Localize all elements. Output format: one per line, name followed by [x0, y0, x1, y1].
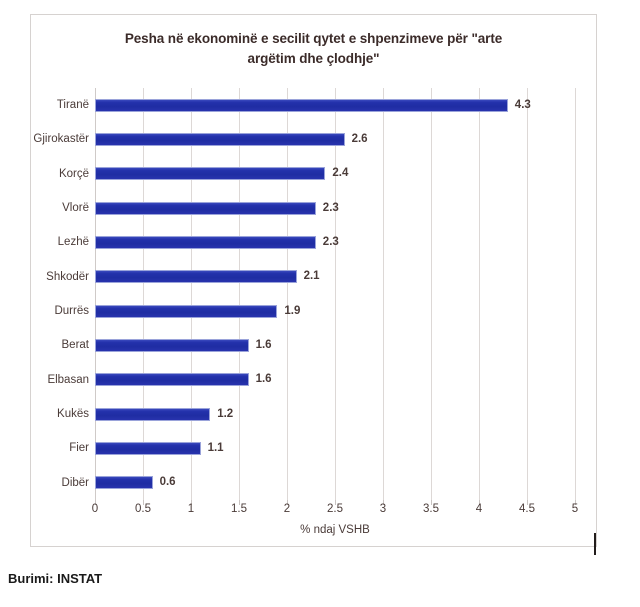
gridline — [575, 88, 576, 500]
x-axis-tick-label: 3.5 — [423, 503, 439, 515]
chart-title: Pesha në ekonominë e secilit qytet e shp… — [30, 14, 597, 69]
x-axis-tick-label: 2 — [283, 503, 291, 515]
x-axis-tick-labels: 0 0.5 1 1.5 2 2.5 3 3.5 4 4.5 5 — [91, 503, 579, 521]
frame-edge-mark-icon — [594, 533, 596, 555]
bar-category-label: Durrës — [54, 305, 89, 317]
bar-value-label: 2.1 — [303, 270, 320, 283]
bar-value-label: 4.3 — [514, 98, 531, 111]
x-axis-tick — [287, 500, 288, 505]
gridline — [335, 88, 336, 500]
bar-row[interactable]: Kukës 1.2 — [57, 397, 575, 431]
gridline — [527, 88, 528, 500]
x-axis-title: % ndaj VSHB — [300, 524, 370, 536]
bar[interactable] — [95, 441, 201, 455]
gridline — [239, 88, 240, 500]
bar-value-label: 2.6 — [351, 132, 368, 145]
bar-value-label: 2.3 — [322, 235, 339, 248]
x-axis-tick — [575, 500, 576, 505]
bar[interactable] — [95, 132, 345, 146]
gridline — [143, 88, 144, 500]
bar-category-label: Fier — [69, 442, 89, 455]
x-axis-tick-label: 2.5 — [327, 503, 343, 515]
x-axis-tick — [191, 500, 192, 505]
bar[interactable] — [95, 167, 326, 181]
x-axis-tick-label: 0.5 — [135, 503, 151, 515]
bar-value-label: 1.6 — [255, 338, 272, 351]
bar-category-label: Vlorë — [62, 202, 89, 214]
chart-title-line-1: Pesha në ekonominë e secilit qytet e shp… — [124, 31, 503, 46]
bar-row[interactable]: Korçë 2.4 — [59, 157, 575, 191]
bar-row[interactable]: Berat 1.6 — [62, 328, 575, 362]
bar-value-label: 0.6 — [159, 476, 176, 489]
gridline — [479, 88, 480, 500]
bar-value-label: 2.4 — [332, 167, 349, 180]
bar-value-label: 2.3 — [322, 201, 339, 214]
x-axis-tick-label: 3 — [379, 503, 387, 515]
x-axis-tick — [383, 500, 384, 505]
bar-category-label: Gjirokastër — [33, 133, 89, 146]
bar-category-label: Lezhë — [57, 236, 89, 249]
bar-row[interactable]: Lezhë 2.3 — [58, 225, 575, 259]
bar[interactable] — [95, 201, 316, 215]
bar-category-label: Kukës — [57, 408, 89, 420]
bar-row[interactable]: Gjirokastër 2.6 — [33, 122, 575, 156]
bar-row[interactable]: Elbasan 1.6 — [47, 363, 575, 397]
bar[interactable] — [95, 338, 249, 352]
bar-row[interactable]: Dibër 0.6 — [62, 466, 575, 500]
bar-category-label: Korçë — [58, 167, 89, 180]
x-axis-tick-label: 4 — [475, 503, 483, 515]
bar[interactable] — [95, 270, 297, 284]
x-axis-tick — [431, 500, 432, 505]
x-axis-tick — [479, 500, 480, 505]
bar[interactable] — [95, 98, 508, 112]
bar-row[interactable]: Durrës 1.9 — [54, 294, 575, 328]
x-axis-tick-label: 5 — [571, 503, 579, 515]
x-axis-tick-label: 4.5 — [519, 503, 535, 515]
bar-category-label: Berat — [61, 339, 90, 352]
gridline — [287, 88, 288, 500]
x-axis-tick — [95, 500, 96, 505]
x-axis-tick-label: 1 — [187, 503, 195, 515]
bar-value-label: 1.1 — [207, 441, 224, 454]
bar-value-label: 1.2 — [217, 407, 234, 420]
x-axis-tick-label: 1.5 — [231, 503, 247, 515]
x-axis-tick — [239, 500, 240, 505]
gridline — [431, 88, 432, 500]
bar-row[interactable]: Vlorë 2.3 — [62, 191, 575, 225]
bar-row[interactable]: Tiranë 4.3 — [57, 88, 575, 122]
source-note: Burimi: INSTAT — [8, 571, 103, 586]
bar-category-label: Shkodër — [46, 270, 89, 283]
x-axis-tick — [527, 500, 528, 505]
bar[interactable] — [95, 373, 249, 387]
bar[interactable] — [95, 304, 278, 318]
plot-area: Tiranë 4.3 Gjirokastër 2.6 Korçë 2.4 Vlorë 2.3 L… — [33, 88, 576, 505]
bar-row[interactable]: Shkodër 2.1 — [46, 260, 575, 294]
x-axis-tick-label: 0 — [91, 503, 99, 515]
chart-title-line-2: argëtim dhe çlodhje" — [247, 51, 380, 66]
gridline — [383, 88, 384, 500]
bar[interactable] — [95, 476, 153, 490]
x-axis-tick — [143, 500, 144, 505]
gridline — [95, 88, 96, 500]
bar[interactable] — [95, 407, 211, 421]
bar-value-label: 1.9 — [284, 304, 301, 317]
bar-value-label: 1.6 — [255, 373, 272, 386]
bar[interactable] — [95, 235, 316, 249]
bar-category-label: Dibër — [61, 476, 89, 489]
bar-category-label: Elbasan — [47, 373, 89, 386]
x-axis-tick — [335, 500, 336, 505]
gridline — [191, 88, 192, 500]
bar-category-label: Tiranë — [56, 99, 89, 111]
bar-row[interactable]: Fier 1.1 — [69, 431, 575, 465]
